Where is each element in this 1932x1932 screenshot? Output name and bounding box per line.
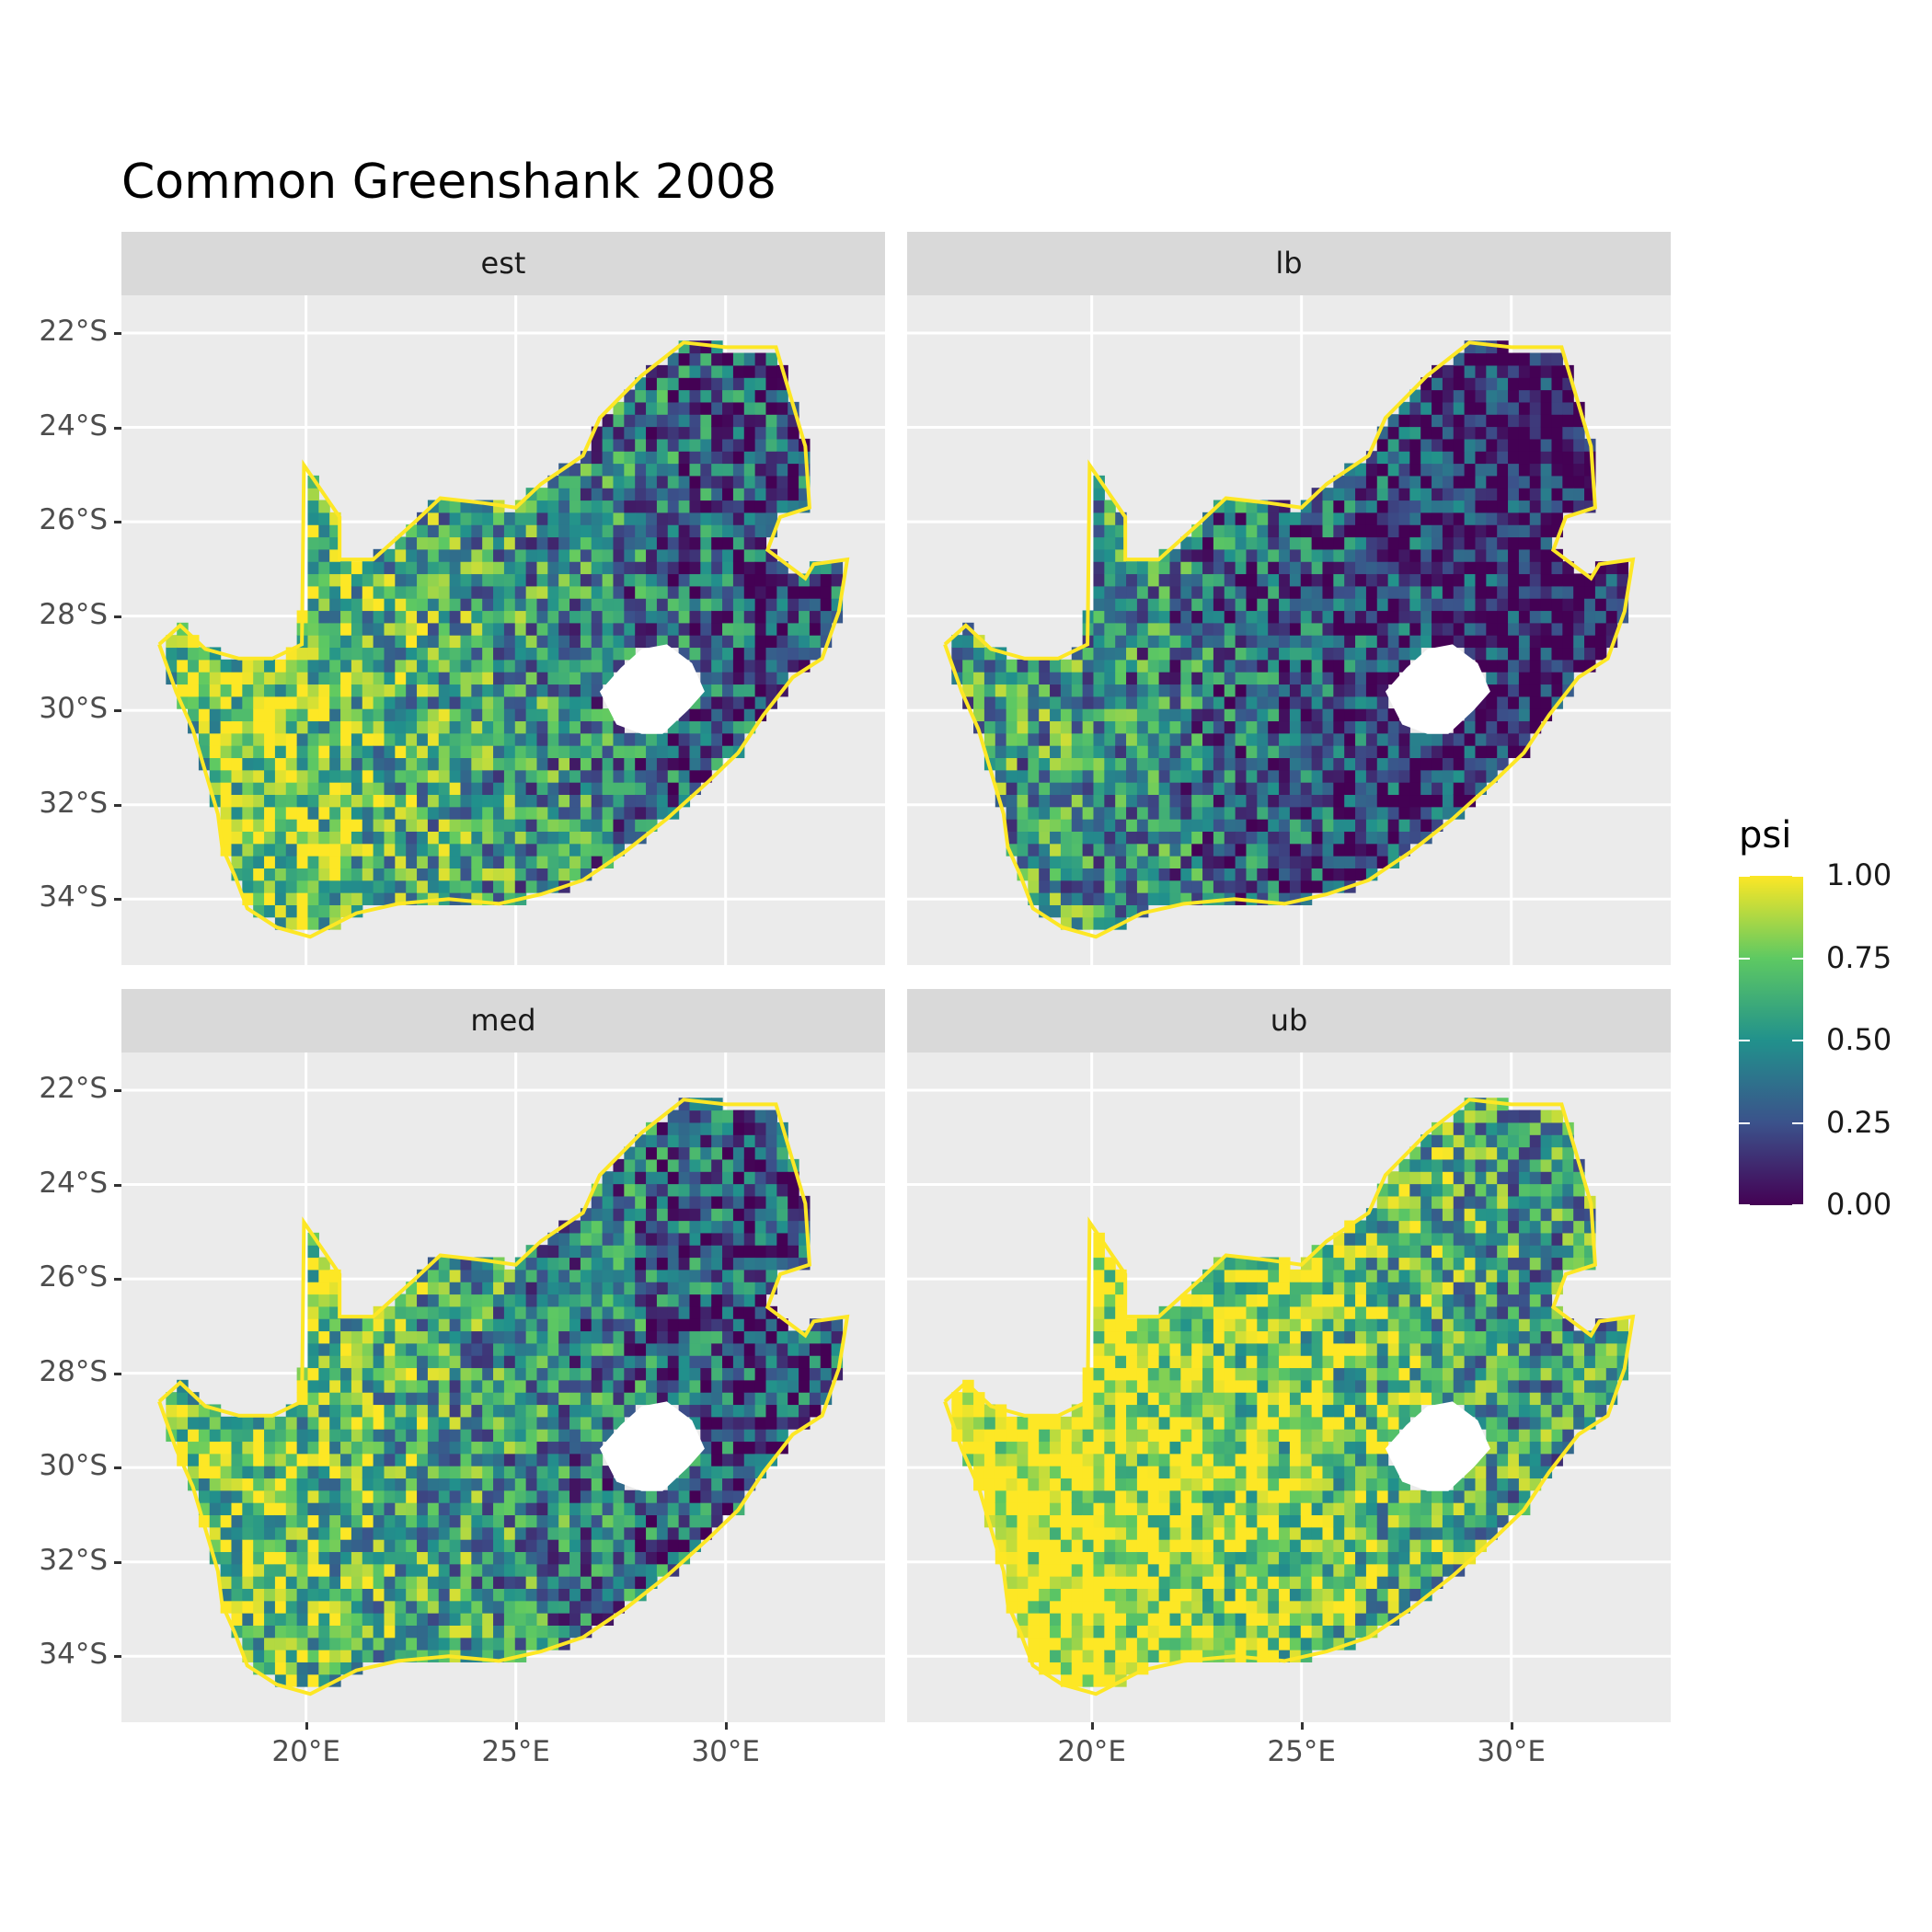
legend-tick bbox=[1739, 875, 1750, 877]
x-tick-label: 25°E bbox=[1267, 1735, 1336, 1768]
legend-title: psi bbox=[1739, 814, 1792, 857]
y-tick-mark bbox=[114, 709, 121, 713]
legend-tick bbox=[1739, 1040, 1750, 1041]
legend-label: 0.75 bbox=[1826, 939, 1892, 975]
country-outline bbox=[157, 340, 850, 939]
psi-raster bbox=[166, 1098, 844, 1687]
x-tick-mark bbox=[1090, 1722, 1094, 1730]
legend-tick bbox=[1792, 1040, 1803, 1041]
x-tick-label: 25°E bbox=[481, 1735, 550, 1768]
facet-strip-label: lb bbox=[907, 232, 1671, 295]
y-tick-mark bbox=[114, 615, 121, 618]
y-tick-mark bbox=[114, 1278, 121, 1282]
legend-tick bbox=[1739, 957, 1750, 960]
map-svg bbox=[907, 1052, 1671, 1722]
y-tick-mark bbox=[114, 803, 121, 807]
y-tick-label: 30°S bbox=[39, 692, 108, 726]
x-tick-label: 30°E bbox=[1477, 1735, 1546, 1768]
lesotho-hole bbox=[1385, 644, 1490, 734]
facet-panel-est: est bbox=[121, 232, 885, 965]
x-tick-label: 30°E bbox=[691, 1735, 760, 1768]
legend-label: 0.00 bbox=[1826, 1187, 1892, 1222]
y-tick-label: 22°S bbox=[39, 1072, 108, 1105]
facet-strip-label: est bbox=[121, 232, 885, 295]
legend-label: 1.00 bbox=[1826, 857, 1892, 892]
y-tick-label: 28°S bbox=[39, 597, 108, 631]
x-tick-mark bbox=[1510, 1722, 1513, 1730]
legend-label: 0.50 bbox=[1826, 1022, 1892, 1057]
map-svg bbox=[121, 1052, 885, 1722]
plot-area bbox=[907, 1052, 1671, 1722]
map-svg bbox=[907, 295, 1671, 965]
x-tick-mark bbox=[305, 1722, 308, 1730]
legend-tick bbox=[1739, 1204, 1750, 1206]
y-tick-label: 34°S bbox=[39, 880, 108, 914]
legend-tick bbox=[1792, 1204, 1803, 1206]
y-tick-mark bbox=[114, 1183, 121, 1187]
y-tick-mark bbox=[114, 332, 121, 335]
map-svg bbox=[121, 295, 885, 965]
y-tick-mark bbox=[114, 1655, 121, 1659]
plot-area bbox=[121, 1052, 885, 1722]
y-tick-mark bbox=[114, 1466, 121, 1470]
y-tick-label: 24°S bbox=[39, 408, 108, 443]
legend-tick bbox=[1792, 957, 1803, 960]
x-tick-label: 20°E bbox=[271, 1735, 340, 1768]
psi-raster bbox=[166, 340, 844, 930]
facet-panel-med: med bbox=[121, 989, 885, 1722]
y-tick-label: 30°S bbox=[39, 1449, 108, 1483]
facet-panel-lb: lb bbox=[907, 232, 1671, 965]
y-tick-label: 32°S bbox=[39, 1543, 108, 1577]
y-tick-label: 26°S bbox=[39, 1260, 108, 1294]
x-tick-mark bbox=[514, 1722, 518, 1730]
facet-strip-label: ub bbox=[907, 989, 1671, 1052]
y-tick-mark bbox=[114, 521, 121, 524]
y-tick-mark bbox=[114, 898, 121, 902]
lesotho-hole bbox=[599, 644, 705, 734]
legend-label: 0.25 bbox=[1826, 1104, 1892, 1140]
y-tick-label: 22°S bbox=[39, 315, 108, 348]
x-tick-mark bbox=[724, 1722, 728, 1730]
y-tick-mark bbox=[114, 426, 121, 430]
lesotho-hole bbox=[599, 1401, 705, 1491]
facet-strip-label: med bbox=[121, 989, 885, 1052]
facet-panel-ub: ub bbox=[907, 989, 1671, 1722]
psi-raster bbox=[951, 340, 1629, 930]
y-tick-label: 32°S bbox=[39, 786, 108, 820]
x-tick-label: 20°E bbox=[1057, 1735, 1126, 1768]
legend-tick bbox=[1739, 1121, 1750, 1124]
plot-area bbox=[121, 295, 885, 965]
lesotho-hole bbox=[1385, 1401, 1490, 1491]
y-tick-label: 24°S bbox=[39, 1166, 108, 1200]
country-outline bbox=[157, 1098, 850, 1696]
plot-area bbox=[907, 295, 1671, 965]
country-outline bbox=[943, 1098, 1636, 1696]
y-tick-mark bbox=[114, 1372, 121, 1375]
y-tick-label: 28°S bbox=[39, 1354, 108, 1388]
country-outline bbox=[943, 340, 1636, 939]
y-tick-mark bbox=[114, 1560, 121, 1564]
psi-raster bbox=[951, 1098, 1629, 1687]
y-tick-label: 34°S bbox=[39, 1638, 108, 1672]
y-tick-label: 26°S bbox=[39, 503, 108, 537]
x-tick-mark bbox=[1300, 1722, 1304, 1730]
legend-tick bbox=[1792, 875, 1803, 877]
y-tick-mark bbox=[114, 1089, 121, 1092]
plot-title: Common Greenshank 2008 bbox=[121, 155, 777, 210]
legend-tick bbox=[1792, 1121, 1803, 1124]
